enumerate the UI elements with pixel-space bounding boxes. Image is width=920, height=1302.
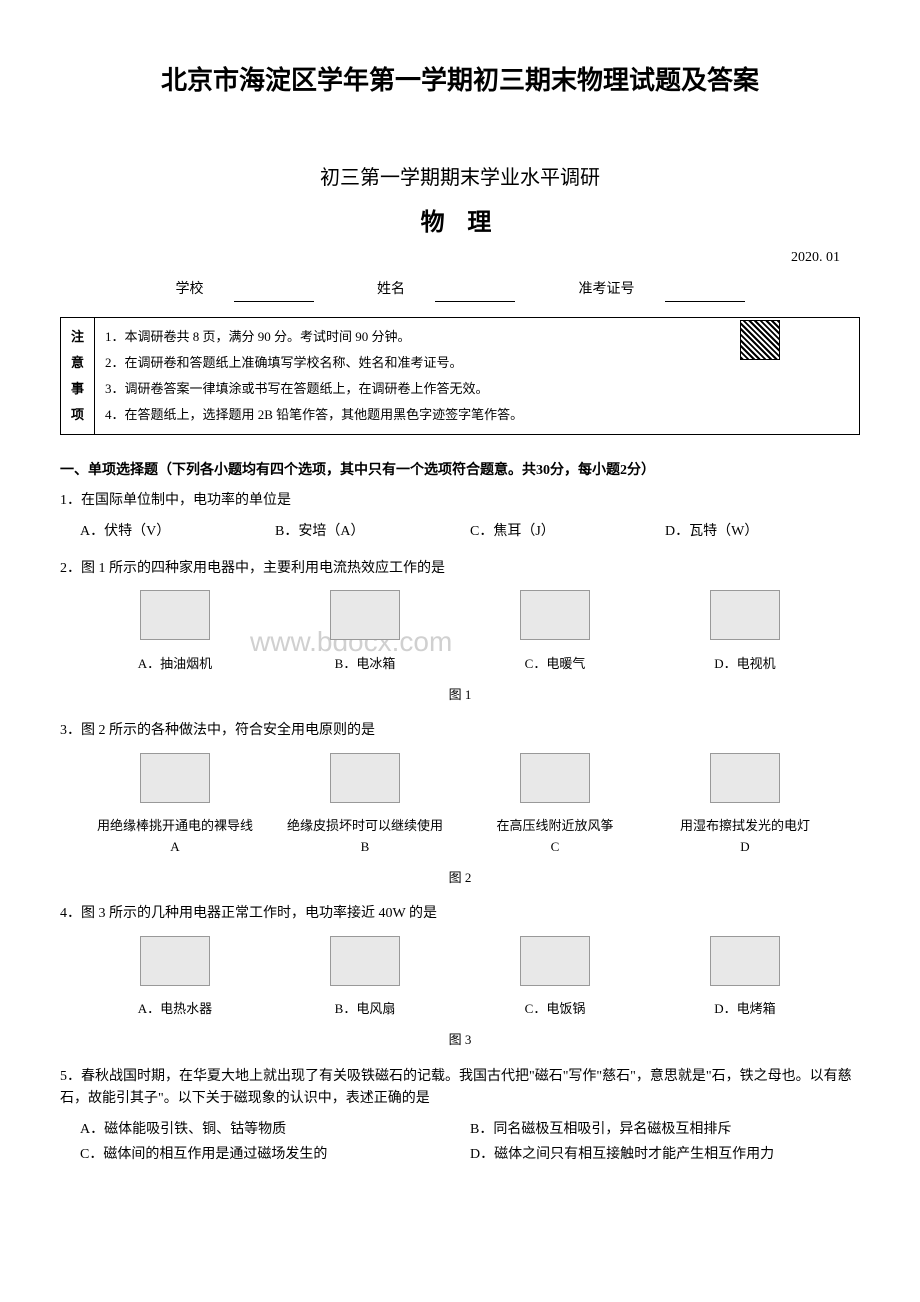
examid-label: 准考证号 — [579, 279, 635, 301]
q3-img-b — [330, 753, 400, 803]
q4-text: 4．图 3 所示的几种用电器正常工作时，电功率接近 40W 的是 — [60, 903, 860, 925]
q4-cap-a: A．电热水器 — [80, 999, 270, 1020]
q3-lab-c: C — [460, 837, 650, 858]
qr-code — [740, 320, 780, 360]
notice-item: 2．在调研卷和答题纸上准确填写学校名称、姓名和准考证号。 — [105, 350, 849, 376]
q3-cap-d: 用湿布擦拭发光的电灯 — [650, 816, 840, 837]
q4-cap-d: D．电烤箱 — [650, 999, 840, 1020]
subject-title: 物 理 — [60, 204, 860, 242]
question-1: 1．在国际单位制中，电功率的单位是 A．伏特（V） B．安培（A） C．焦耳（J… — [60, 490, 860, 543]
main-title: 北京市海淀区学年第一学期初三期末物理试题及答案 — [60, 60, 860, 102]
q1-opt-b: B．安培（A） — [275, 521, 470, 543]
notice-header-cell: 注意事项 — [61, 317, 95, 434]
notice-item: 3．调研卷答案一律填涂或书写在答题纸上，在调研卷上作答无效。 — [105, 376, 849, 402]
q5-opt-a: A．磁体能吸引铁、铜、钴等物质 — [80, 1119, 470, 1141]
q4-img-c — [520, 936, 590, 986]
q1-opt-d: D．瓦特（W） — [665, 521, 860, 543]
q2-cap-c: C．电暖气 — [460, 654, 650, 675]
q2-fig-label: 图 1 — [60, 685, 860, 706]
q1-opt-c: C．焦耳（J） — [470, 521, 665, 543]
q4-cap-c: C．电饭锅 — [460, 999, 650, 1020]
q2-img-b — [330, 590, 400, 640]
q4-fig-label: 图 3 — [60, 1030, 860, 1051]
q4-cap-b: B．电风扇 — [270, 999, 460, 1020]
school-blank — [234, 286, 314, 302]
q2-cap-a: A．抽油烟机 — [80, 654, 270, 675]
q2-text: 2．图 1 所示的四种家用电器中，主要利用电流热效应工作的是 — [60, 558, 860, 580]
q3-cap-c: 在高压线附近放风筝 — [460, 816, 650, 837]
q3-lab-a: A — [80, 837, 270, 858]
q3-fig-label: 图 2 — [60, 868, 860, 889]
exam-date: 2020. 01 — [60, 247, 860, 269]
q3-lab-d: D — [650, 837, 840, 858]
question-4: 4．图 3 所示的几种用电器正常工作时，电功率接近 40W 的是 A．电热水器 … — [60, 903, 860, 1050]
notice-item: 1．本调研卷共 8 页，满分 90 分。考试时间 90 分钟。 — [105, 324, 849, 350]
q3-lab-b: B — [270, 837, 460, 858]
name-blank — [435, 286, 515, 302]
question-5: 5．春秋战国时期，在华夏大地上就出现了有关吸铁磁石的记载。我国古代把"磁石"写作… — [60, 1066, 860, 1170]
q2-img-c — [520, 590, 590, 640]
q2-img-d — [710, 590, 780, 640]
q5-opt-b: B．同名磁极互相吸引，异名磁极互相排斥 — [470, 1119, 860, 1141]
question-3: 3．图 2 所示的各种做法中，符合安全用电原则的是 用绝缘棒挑开通电的裸导线A … — [60, 720, 860, 888]
q2-cap-b: B．电冰箱 — [270, 654, 460, 675]
q3-cap-b: 绝缘皮损坏时可以继续使用 — [270, 816, 460, 837]
q2-img-a — [140, 590, 210, 640]
q3-text: 3．图 2 所示的各种做法中，符合安全用电原则的是 — [60, 720, 860, 742]
q3-cap-a: 用绝缘棒挑开通电的裸导线 — [80, 816, 270, 837]
q3-img-c — [520, 753, 590, 803]
examid-blank — [665, 286, 745, 302]
q5-opt-d: D．磁体之间只有相互接触时才能产生相互作用力 — [470, 1144, 860, 1166]
q4-img-a — [140, 936, 210, 986]
q2-cap-d: D．电视机 — [650, 654, 840, 675]
q5-opt-c: C．磁体间的相互作用是通过磁场发生的 — [80, 1144, 470, 1166]
q1-text: 1．在国际单位制中，电功率的单位是 — [60, 490, 860, 512]
sub-title: 初三第一学期期末学业水平调研 — [60, 162, 860, 194]
q3-img-a — [140, 753, 210, 803]
q4-img-b — [330, 936, 400, 986]
q1-opt-a: A．伏特（V） — [80, 521, 275, 543]
info-line: 学校 姓名 准考证号 — [60, 279, 860, 301]
notice-item: 4．在答题纸上，选择题用 2B 铅笔作答，其他题用黑色字迹签字笔作答。 — [105, 402, 849, 428]
q5-text: 5．春秋战国时期，在华夏大地上就出现了有关吸铁磁石的记载。我国古代把"磁石"写作… — [60, 1066, 860, 1111]
name-label: 姓名 — [377, 279, 405, 301]
question-2: 2．图 1 所示的四种家用电器中，主要利用电流热效应工作的是 A．抽油烟机 B．… — [60, 558, 860, 705]
q4-img-d — [710, 936, 780, 986]
q3-img-d — [710, 753, 780, 803]
section-one-title: 一、单项选择题（下列各小题均有四个选项，其中只有一个选项符合题意。共30分，每小… — [60, 460, 860, 482]
school-label: 学校 — [176, 279, 204, 301]
